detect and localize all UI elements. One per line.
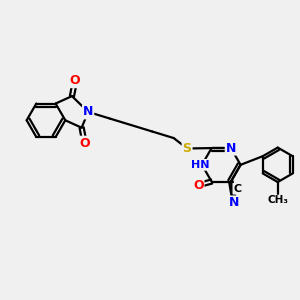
Text: HN: HN [191, 160, 210, 170]
Text: O: O [193, 178, 203, 192]
Text: N: N [229, 196, 240, 209]
Text: O: O [79, 137, 90, 150]
Text: N: N [226, 142, 236, 154]
Text: C: C [233, 184, 242, 194]
Text: O: O [70, 74, 80, 87]
Text: S: S [183, 142, 192, 155]
Text: N: N [83, 105, 93, 119]
Text: CH₃: CH₃ [267, 195, 288, 206]
